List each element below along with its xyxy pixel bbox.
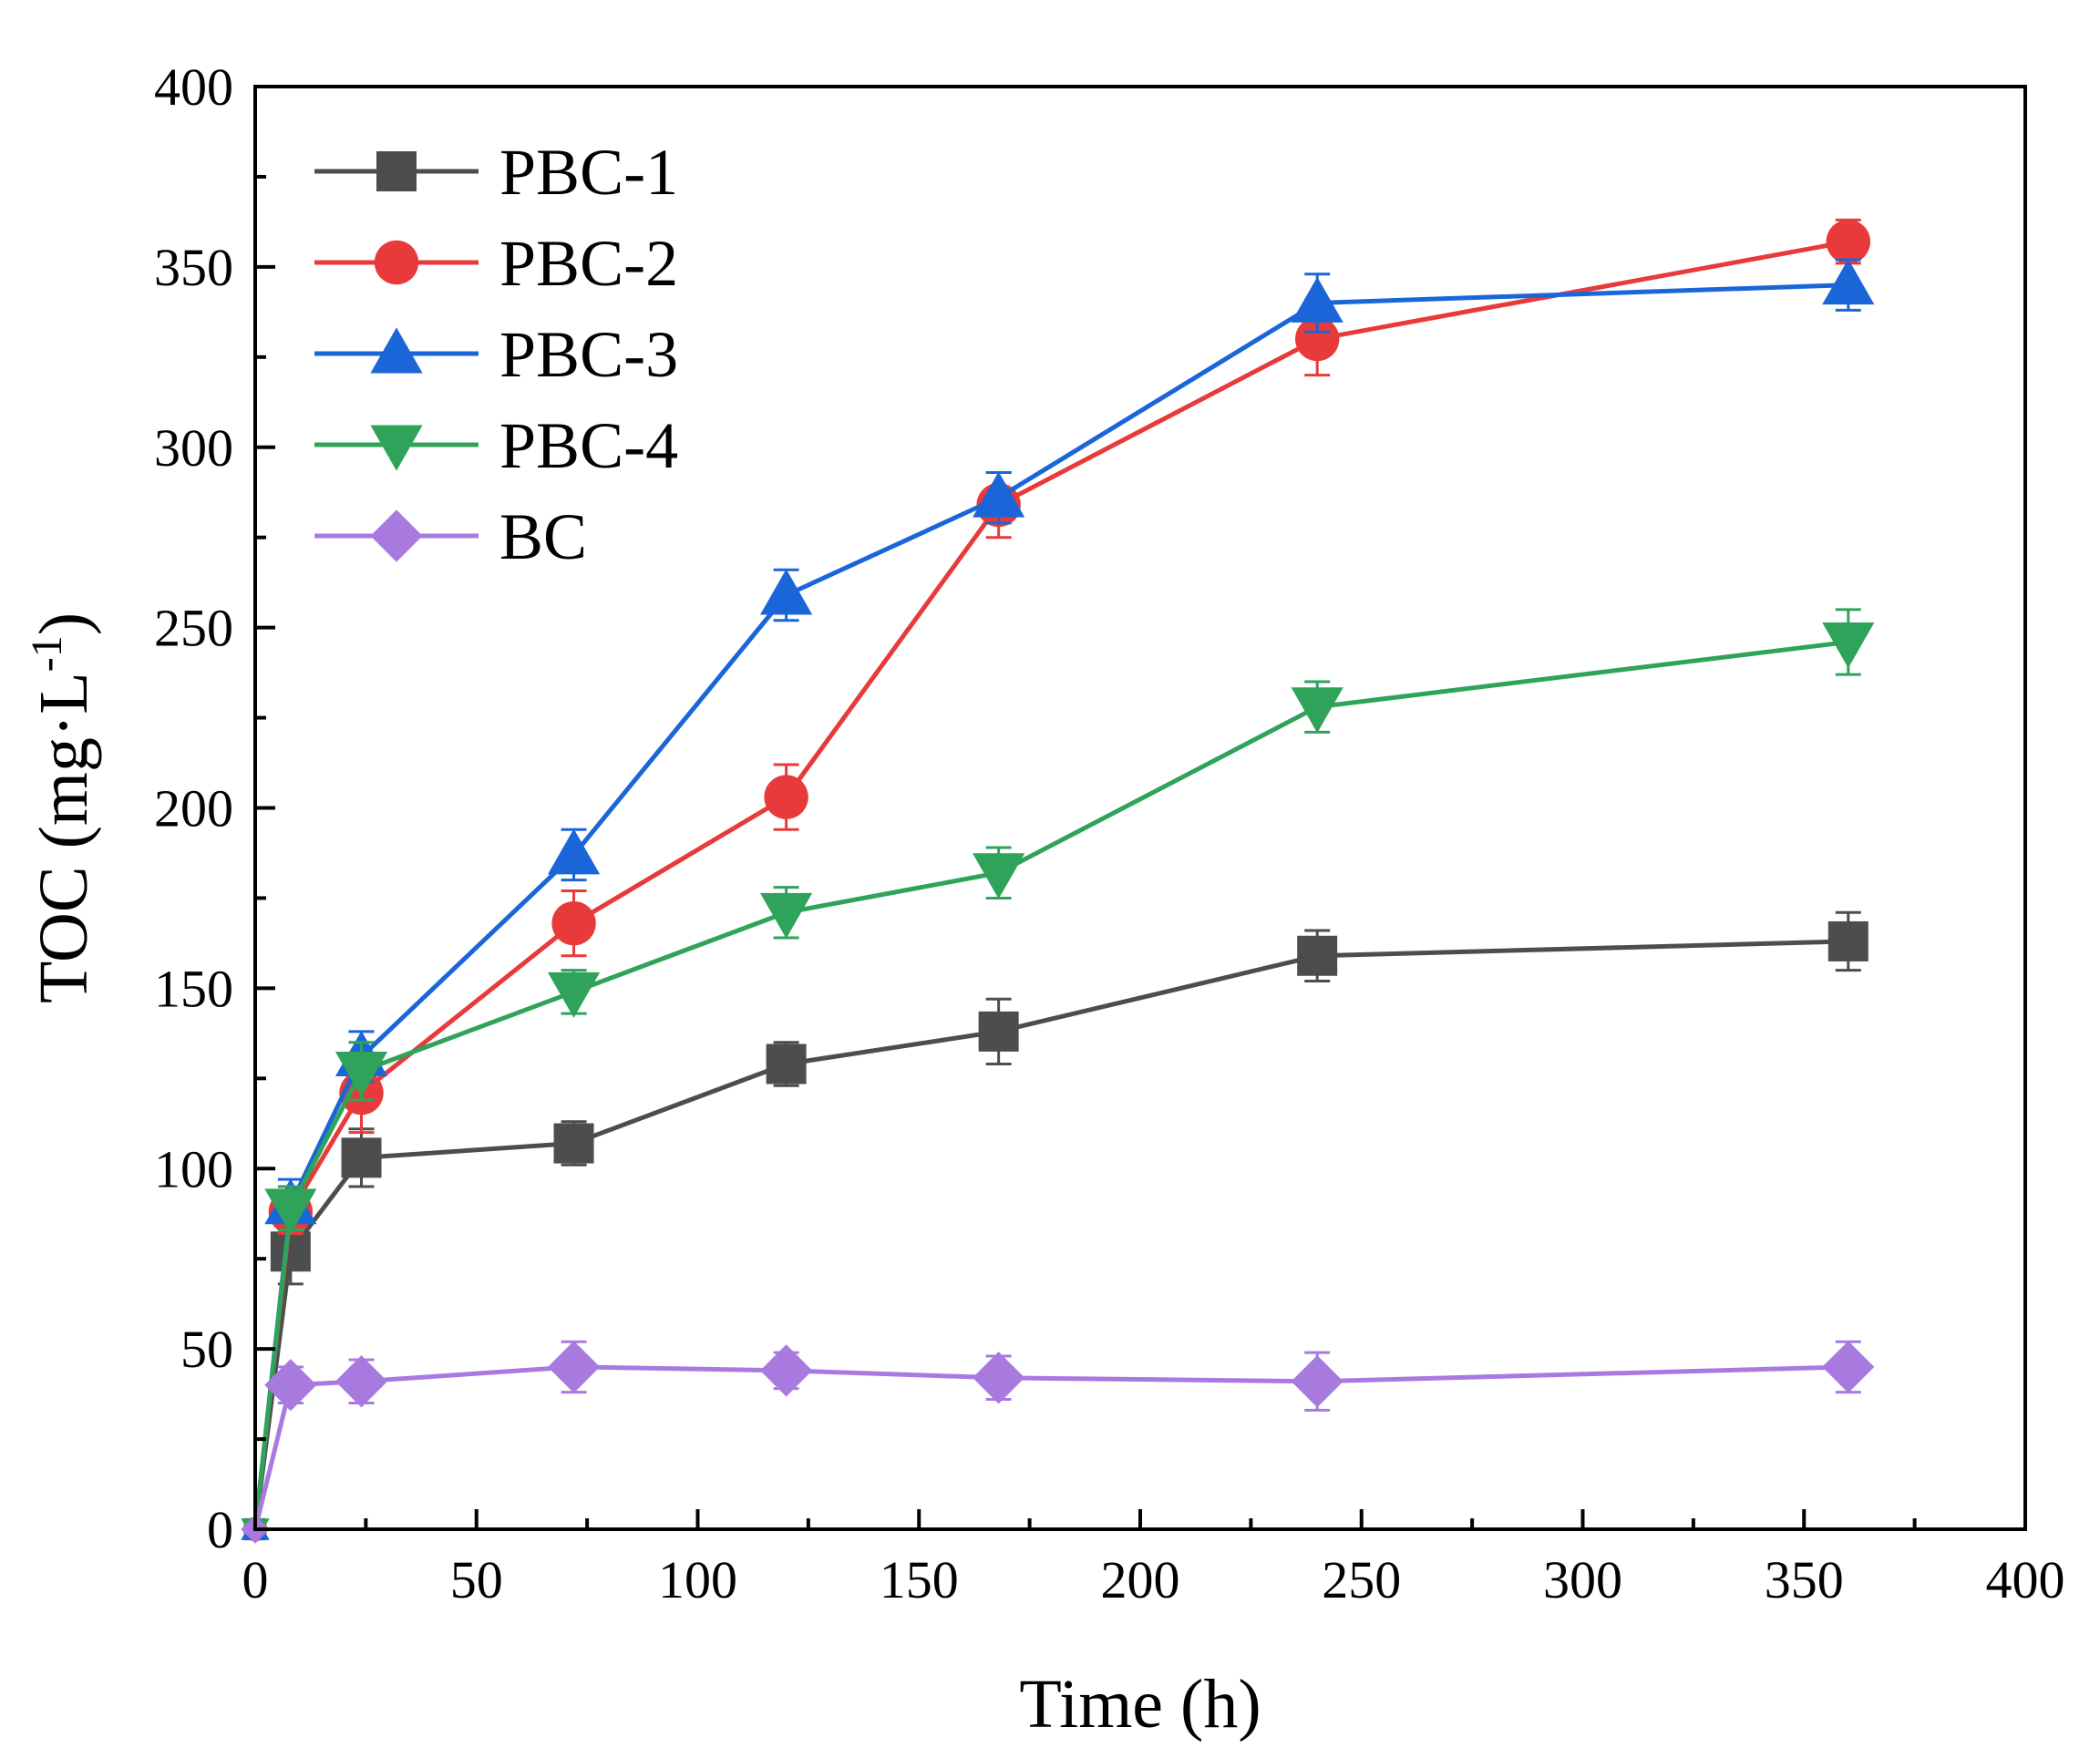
x-tick-label-200: 200	[1101, 1550, 1180, 1609]
y-tick-label-200: 200	[154, 779, 233, 838]
data-point-pbc-3	[760, 569, 813, 615]
y-axis-title-close: )	[26, 612, 102, 635]
legend-entry-bc: BC	[314, 500, 587, 573]
legend-entry-pbc-1: PBC-1	[314, 136, 678, 209]
data-point-pbc-4	[1291, 687, 1343, 734]
data-point-pbc-3	[547, 828, 601, 875]
y-tick-label-50: 50	[180, 1320, 233, 1379]
legend-label-pbc-2: PBC-2	[499, 227, 678, 300]
y-tick-label-350: 350	[154, 238, 233, 297]
x-tick-label-50: 50	[450, 1550, 503, 1609]
y-tick-label-100: 100	[154, 1139, 233, 1198]
series-pbc-4	[241, 608, 1875, 1544]
legend-marker	[374, 240, 419, 285]
legend-marker	[376, 151, 417, 191]
data-point-pbc-4	[760, 892, 813, 939]
data-point-bc	[760, 1344, 813, 1397]
series-pbc-1	[243, 910, 1868, 1541]
x-tick-label-0: 0	[242, 1550, 269, 1609]
x-tick-label-300: 300	[1543, 1550, 1622, 1609]
data-point-pbc-3	[1291, 276, 1343, 323]
x-tick-label-350: 350	[1765, 1550, 1844, 1609]
y-axis-title: TOC (mg·L-1)	[23, 612, 102, 1003]
data-point-bc	[547, 1341, 601, 1393]
y-tick-label-0: 0	[207, 1500, 233, 1559]
data-point-pbc-1	[766, 1043, 807, 1085]
plot-frame	[253, 85, 2027, 1531]
data-point-pbc-4	[335, 1051, 388, 1097]
data-point-pbc-4	[264, 1188, 317, 1235]
x-tick-label-100: 100	[658, 1550, 737, 1609]
series-pbc-3	[241, 258, 1875, 1540]
data-point-pbc-1	[341, 1137, 382, 1178]
legend-marker	[370, 509, 423, 562]
data-point-pbc-2	[1295, 316, 1340, 362]
legend-label-pbc-4: PBC-4	[499, 409, 678, 482]
series-line-bc	[252, 1364, 1848, 1530]
y-axis-title-superscript: -1	[23, 635, 71, 672]
series-line-pbc-1	[252, 939, 1848, 1530]
legend-label-bc: BC	[499, 500, 587, 573]
legend-entry-pbc-3: PBC-3	[314, 318, 678, 391]
data-point-pbc-1	[978, 1011, 1019, 1052]
series-bc	[241, 1340, 1875, 1544]
data-point-bc	[335, 1355, 388, 1408]
series-line-pbc-2	[252, 239, 1849, 1530]
data-point-pbc-2	[551, 900, 596, 946]
y-axis-title-main: TOC (mg·L	[26, 672, 102, 1003]
data-point-bc	[973, 1352, 1025, 1404]
data-point-bc	[1822, 1341, 1875, 1393]
legend-label-pbc-3: PBC-3	[499, 318, 678, 391]
legend-entry-pbc-4: PBC-4	[314, 409, 678, 482]
data-point-pbc-2	[764, 775, 808, 819]
series-pbc-2	[242, 218, 1870, 1542]
y-tick-label-150: 150	[154, 959, 233, 1018]
data-point-pbc-3	[973, 471, 1025, 518]
series-group	[241, 218, 1875, 1544]
data-point-pbc-1	[1827, 920, 1868, 961]
legend-label-pbc-1: PBC-1	[499, 136, 678, 209]
legend-marker	[370, 327, 423, 374]
data-point-pbc-4	[1822, 622, 1875, 669]
legend-marker	[370, 425, 423, 471]
y-tick-label-400: 400	[154, 57, 233, 117]
x-tick-label-400: 400	[1986, 1550, 2065, 1609]
x-tick-label-250: 250	[1322, 1550, 1401, 1609]
data-point-pbc-4	[973, 853, 1025, 900]
data-point-pbc-1	[553, 1123, 594, 1164]
data-point-pbc-1	[270, 1231, 311, 1272]
y-tick-label-300: 300	[154, 418, 233, 478]
series-line-pbc-4	[252, 639, 1849, 1530]
data-point-bc	[264, 1359, 317, 1412]
legend: PBC-1 PBC-2 PBC-3 PBC-4 BC	[314, 136, 678, 573]
axes-group: 0 50 100 150 200 250 300 350 400 0 50 100 150 200 250 3…	[154, 57, 2065, 1609]
y-tick-label-250: 250	[154, 599, 233, 658]
legend-entry-pbc-2: PBC-2	[314, 227, 678, 300]
data-point-pbc-4	[547, 972, 601, 1018]
data-point-pbc-2	[1826, 219, 1870, 264]
data-point-bc	[1291, 1355, 1343, 1408]
series-line-pbc-3	[252, 283, 1848, 1530]
x-tick-label-150: 150	[880, 1550, 959, 1609]
data-point-pbc-1	[1297, 935, 1338, 976]
data-point-pbc-3	[1822, 259, 1875, 305]
x-axis-title: Time (h)	[1019, 1666, 1261, 1743]
